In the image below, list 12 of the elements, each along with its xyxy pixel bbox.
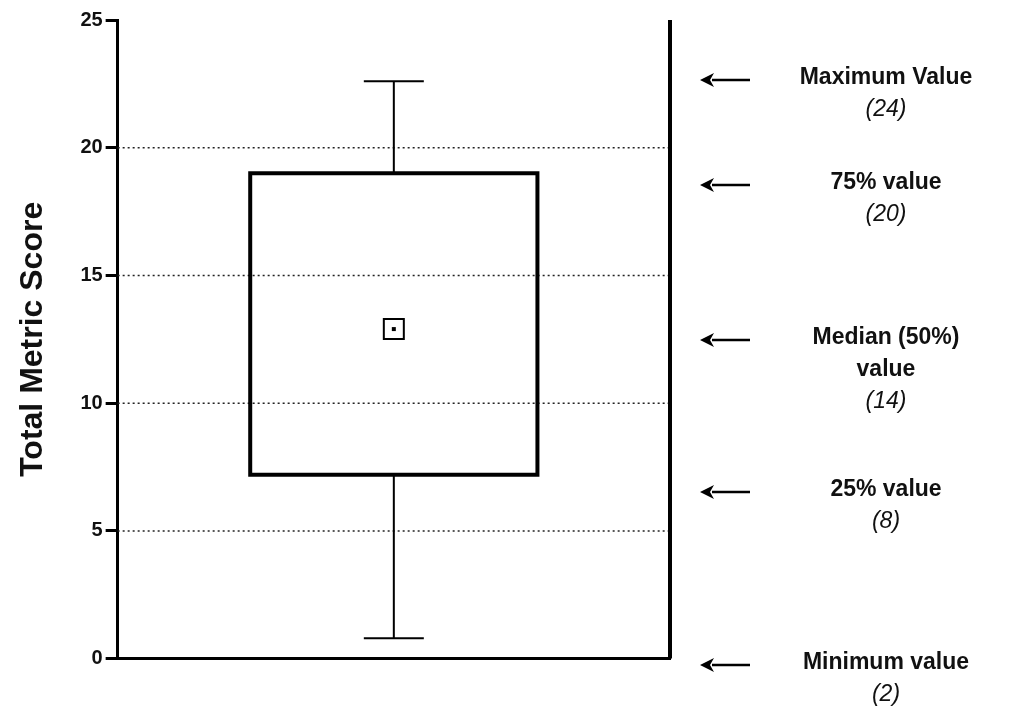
text: 75% value (20) <box>829 167 943 228</box>
y-axis-title: Total Metric Score <box>13 201 50 477</box>
y-tick-label: 10 <box>80 390 103 413</box>
text: Maximum Value (24) <box>798 62 974 123</box>
y-tick-label: 20 <box>80 135 103 158</box>
text: Median (50%) value (14) <box>811 322 961 415</box>
y-tick-label: 0 <box>91 646 103 669</box>
text: 25% value (8) <box>829 474 943 535</box>
y-tick-label: 25 <box>80 7 103 30</box>
y-tick-label: 5 <box>91 518 103 541</box>
y-tick-label: 15 <box>80 262 103 285</box>
text: Minimum value (2) <box>801 647 971 708</box>
